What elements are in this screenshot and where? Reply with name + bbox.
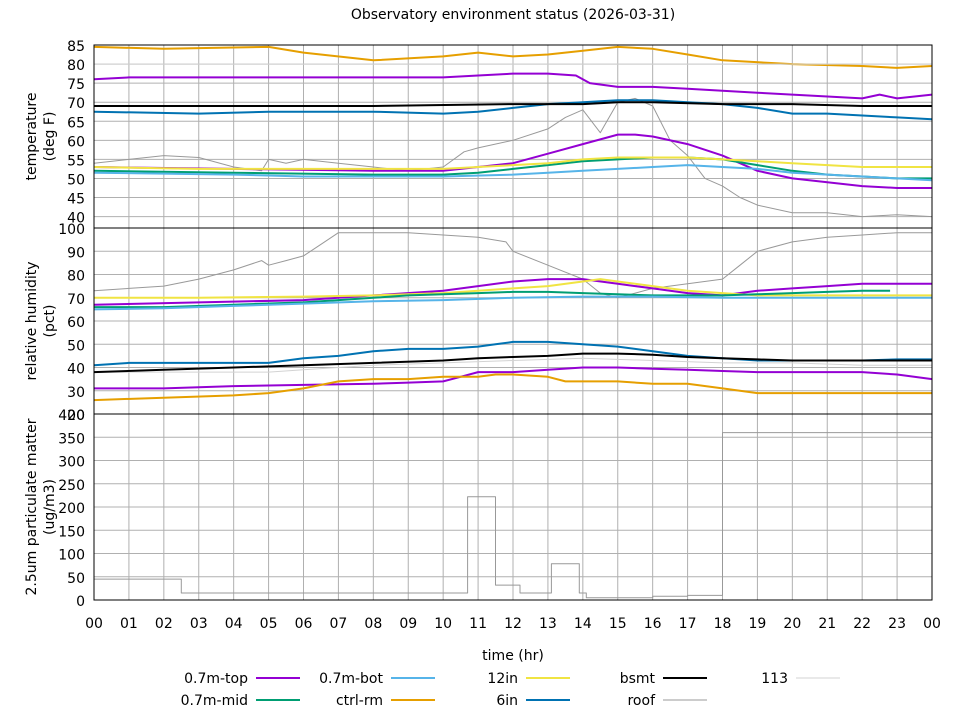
y-axis-label-line: relative humidity <box>24 261 40 380</box>
panel-humidity: 20 30 40 50 60 70 80 90 100 relative humidity (pct… <box>24 222 933 424</box>
legend-label-0.7m-bot: 0.7m-bot <box>319 671 383 687</box>
x-tick-label: 11 <box>469 616 487 632</box>
y-tick-label: 65 <box>67 115 85 131</box>
y-tick-label: 50 <box>67 571 85 587</box>
y-axis-label: 2.5um particulate matter (ug/m3) <box>24 418 58 595</box>
x-tick-label: 13 <box>539 616 557 632</box>
x-axis: 00 01 02 03 04 05 06 07 08 09 10 11 12 13 14 15 16 17 18 19… <box>85 616 941 632</box>
y-tick-label: 20 <box>67 408 85 424</box>
x-tick-label: 18 <box>714 616 732 632</box>
legend-label-bsmt: bsmt <box>620 671 656 687</box>
y-axis-label-line: (pct) <box>42 305 58 338</box>
y-tick-label: 300 <box>58 455 85 471</box>
y-tick-label: 100 <box>58 222 85 238</box>
x-tick-label: 10 <box>434 616 452 632</box>
y-tick-label: 55 <box>67 153 85 169</box>
legend-label-113: 113 <box>761 671 788 687</box>
series-line-0.7m-bot <box>93 295 932 311</box>
y-tick-label: 50 <box>67 172 85 188</box>
panel-temperature: 40 45 50 55 60 65 70 75 80 85 temperature (deg F) <box>24 39 933 229</box>
series-line-6in <box>93 99 933 121</box>
series-line-0.7m-top <box>93 133 932 189</box>
x-tick-label: 12 <box>504 616 522 632</box>
series-line-0.7m-bot <box>93 164 933 182</box>
x-tick-label: 08 <box>364 616 382 632</box>
x-tick-label: 16 <box>644 616 662 632</box>
y-tick-label: 100 <box>58 548 85 564</box>
series-line-12in <box>94 278 932 299</box>
x-tick-label: 09 <box>399 616 417 632</box>
y-tick-label: 45 <box>67 192 85 208</box>
x-tick-label: 21 <box>818 616 836 632</box>
series-line-0.7m-top <box>94 366 933 390</box>
x-tick-label: 00 <box>85 616 103 632</box>
y-axis-label: temperature (deg F) <box>24 93 58 181</box>
legend-label-0.7m-mid: 0.7m-mid <box>181 693 248 709</box>
y-tick-label: 90 <box>67 245 85 261</box>
y-tick-label: 80 <box>67 269 85 285</box>
series-line-113 <box>94 357 932 373</box>
y-tick-label: 60 <box>67 134 85 150</box>
y-tick-label: 60 <box>67 315 85 331</box>
y-axis-label: relative humidity (pct) <box>24 261 58 380</box>
x-tick-label: 22 <box>853 616 871 632</box>
x-tick-label: 06 <box>295 616 313 632</box>
series-line-bsmt <box>94 101 932 107</box>
y-tick-label: 80 <box>67 58 85 74</box>
y-tick-label: 250 <box>58 478 85 494</box>
x-tick-label: 15 <box>609 616 627 632</box>
plot-panels: 40 45 50 55 60 65 70 75 80 85 temperature (deg F) 20… <box>24 39 941 632</box>
y-tick-label: 70 <box>67 292 85 308</box>
x-tick-label: 14 <box>574 616 592 632</box>
chart-title: Observatory environment status (2026-03-… <box>351 7 675 23</box>
y-tick-label: 85 <box>67 39 85 55</box>
series-line-roof <box>93 232 932 299</box>
x-tick-label: 00 <box>923 616 941 632</box>
x-tick-label: 17 <box>679 616 697 632</box>
x-tick-label: 20 <box>783 616 801 632</box>
x-tick-label: 23 <box>888 616 906 632</box>
y-tick-label: 40 <box>67 362 85 378</box>
y-tick-label: 70 <box>67 96 85 112</box>
series-line-0.7m-mid <box>94 289 891 309</box>
legend-label-6in: 6in <box>496 693 518 709</box>
series-line-bsmt <box>93 352 932 374</box>
series-line-ctrl-rm <box>93 373 932 402</box>
legend: 0.7m-top 0.7m-mid 0.7m-bot ctrl-rm 12in 6in bs… <box>181 671 840 709</box>
x-tick-label: 07 <box>330 616 348 632</box>
x-tick-label: 02 <box>155 616 173 632</box>
panel-frame <box>93 413 933 601</box>
y-tick-label: 0 <box>76 594 85 610</box>
legend-label-0.7m-top: 0.7m-top <box>184 671 248 687</box>
y-tick-label: 150 <box>58 524 85 540</box>
series-line-12in <box>93 156 932 170</box>
y-tick-label: 40 <box>67 211 85 227</box>
y-tick-label: 400 <box>58 408 85 424</box>
x-tick-label: 03 <box>190 616 208 632</box>
y-tick-label: 50 <box>67 338 85 354</box>
legend-label-ctrl-rm: ctrl-rm <box>336 693 383 709</box>
x-tick-label: 05 <box>260 616 278 632</box>
y-axis-label-line: temperature <box>24 93 40 181</box>
x-tick-label: 04 <box>225 616 243 632</box>
legend-label-roof: roof <box>627 693 656 709</box>
series-line-0.7m-top <box>93 72 933 100</box>
y-tick-label: 350 <box>58 431 85 447</box>
series-line-roof <box>94 432 932 599</box>
y-axis-label-line: (deg F) <box>42 112 58 162</box>
x-tick-label: 01 <box>120 616 138 632</box>
legend-label-12in: 12in <box>487 671 518 687</box>
y-axis-label-line: 2.5um particulate matter <box>24 418 40 595</box>
x-axis-label: time (hr) <box>482 648 544 664</box>
y-tick-label: 30 <box>67 385 85 401</box>
y-axis-label-line: (ug/m3) <box>42 479 58 535</box>
y-tick-label: 200 <box>58 501 85 517</box>
y-tick-label: 75 <box>67 77 85 93</box>
x-tick-label: 19 <box>749 616 767 632</box>
series-line-roof <box>93 97 933 218</box>
